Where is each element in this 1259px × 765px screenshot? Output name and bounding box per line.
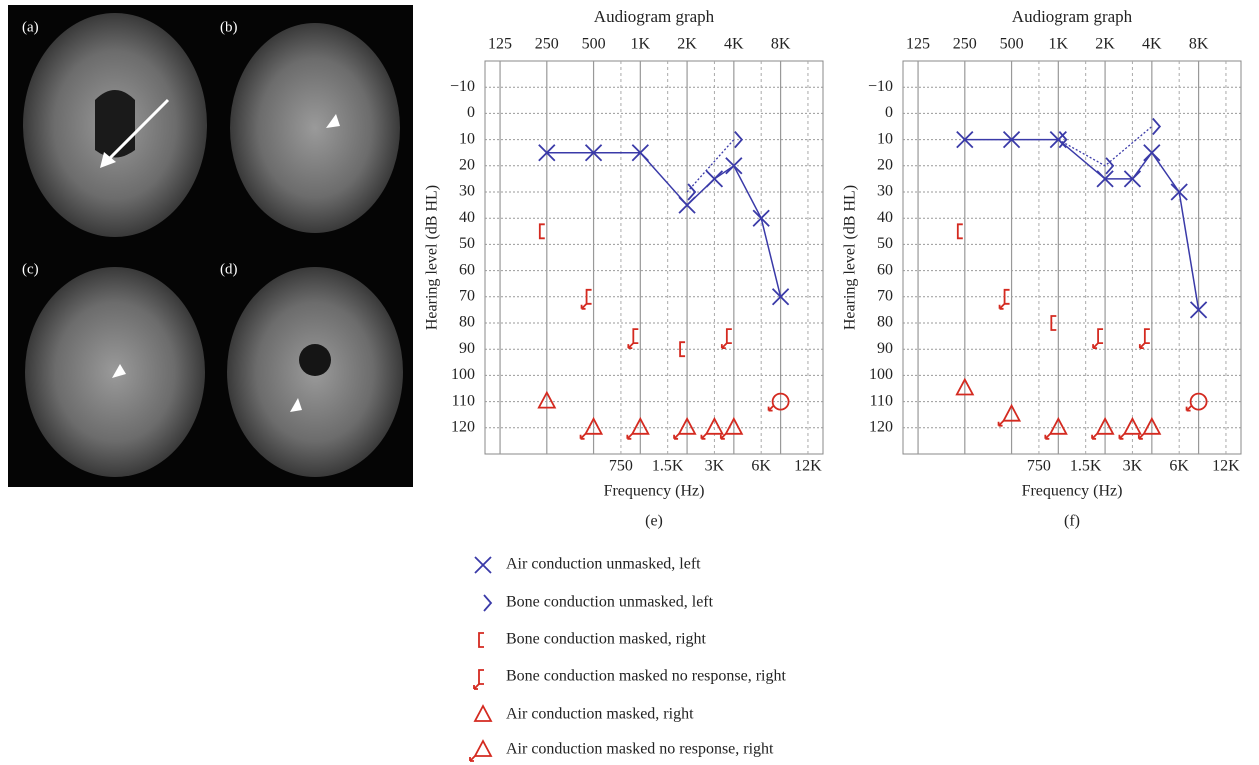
- x-minor-tick-label: 1.5K: [1070, 458, 1102, 475]
- marker-bracket: [479, 633, 484, 647]
- legend-label: Air conduction unmasked, left: [506, 556, 701, 573]
- legend-entry: Bone conduction masked, right: [479, 631, 707, 648]
- x-tick-label: 500: [1000, 36, 1024, 53]
- legend-label: Bone conduction unmasked, left: [506, 594, 714, 611]
- y-tick-label: 50: [459, 235, 475, 252]
- marker-triangle: [475, 706, 491, 721]
- legend-entry: Air conduction masked, right: [475, 706, 694, 723]
- y-tick-label: 90: [459, 340, 475, 357]
- panel-label: (d): [220, 261, 238, 277]
- y-tick-label: 20: [877, 156, 893, 173]
- y-tick-label: 10: [459, 130, 475, 147]
- legend-entry: Air conduction unmasked, left: [475, 556, 701, 573]
- x-tick-label: 2K: [1095, 36, 1115, 53]
- y-tick-label: 70: [877, 287, 893, 304]
- legend-label: Air conduction masked no response, right: [506, 741, 774, 758]
- plot-area: [485, 61, 823, 454]
- audiogram: Audiogram graph Frequency (Hz) (e) Hearing …: [424, 7, 823, 530]
- x-minor-tick-label: 3K: [705, 458, 725, 475]
- no-response-arrow: [470, 756, 475, 761]
- y-tick-label: 110: [870, 392, 893, 409]
- caption: (f): [1064, 513, 1080, 530]
- y-tick-label: 100: [869, 366, 893, 383]
- x-tick-label: 125: [906, 36, 930, 53]
- x-tick-label: 4K: [1142, 36, 1162, 53]
- y-tick-label: 60: [459, 261, 475, 278]
- x-minor-tick-label: 12K: [794, 458, 822, 475]
- panel-label: (a): [22, 19, 39, 35]
- x-minor-tick-label: 6K: [751, 458, 771, 475]
- y-tick-label: 50: [877, 235, 893, 252]
- y-axis-label: Hearing level (dB HL): [842, 185, 859, 330]
- x-tick-label: 2K: [677, 36, 697, 53]
- x-tick-label: 125: [488, 36, 512, 53]
- x-tick-label: 500: [582, 36, 606, 53]
- x-tick-label: 4K: [724, 36, 744, 53]
- y-tick-label: 0: [467, 104, 475, 121]
- y-tick-label: 60: [877, 261, 893, 278]
- x-tick-label: 250: [953, 36, 977, 53]
- chart-title: Audiogram graph: [1012, 7, 1133, 26]
- y-axis-label: Hearing level (dB HL): [424, 185, 441, 330]
- no-response-arrow: [474, 684, 479, 689]
- x-tick-label: 1K: [631, 36, 651, 53]
- y-tick-label: 80: [877, 314, 893, 331]
- y-tick-label: 120: [451, 418, 475, 435]
- y-tick-label: 80: [459, 314, 475, 331]
- y-tick-label: 40: [877, 209, 893, 226]
- audiogram: Audiogram graph Frequency (Hz) (f) Hearing …: [842, 7, 1241, 530]
- caption: (e): [645, 513, 663, 530]
- legend-entry: Bone conduction unmasked, left: [484, 594, 714, 611]
- y-tick-label: −10: [868, 78, 893, 95]
- x-minor-tick-label: 6K: [1169, 458, 1189, 475]
- chart-title: Audiogram graph: [594, 7, 715, 26]
- y-tick-label: 40: [459, 209, 475, 226]
- y-tick-label: 110: [452, 392, 475, 409]
- x-tick-label: 250: [535, 36, 559, 53]
- legend-label: Air conduction masked, right: [506, 706, 694, 723]
- marker-triangle: [475, 741, 491, 756]
- legend-label: Bone conduction masked, right: [506, 631, 707, 648]
- x-tick-label: 1K: [1049, 36, 1069, 53]
- y-tick-label: 0: [885, 104, 893, 121]
- y-tick-label: 30: [459, 183, 475, 200]
- mri-panel: [8, 5, 413, 487]
- y-tick-label: 20: [459, 156, 475, 173]
- y-tick-label: 30: [877, 183, 893, 200]
- y-tick-label: −10: [450, 78, 475, 95]
- marker-bracket: [479, 670, 484, 684]
- x-minor-tick-label: 1.5K: [652, 458, 684, 475]
- x-minor-tick-label: 750: [609, 458, 633, 475]
- x-tick-label: 8K: [1189, 36, 1209, 53]
- x-axis-label: Frequency (Hz): [1022, 483, 1123, 500]
- x-tick-label: 8K: [771, 36, 791, 53]
- legend-entry: Bone conduction masked no response, righ…: [474, 668, 787, 689]
- figure: (a) (b) (c) (d) Audiogram graph Frequency (Hz…: [0, 0, 1259, 765]
- marker-x: [475, 557, 491, 573]
- marker-gt: [484, 595, 491, 611]
- legend-entry: Air conduction masked no response, right: [470, 741, 774, 761]
- x-axis-label: Frequency (Hz): [604, 483, 705, 500]
- x-minor-tick-label: 750: [1027, 458, 1051, 475]
- y-tick-label: 10: [877, 130, 893, 147]
- x-minor-tick-label: 3K: [1123, 458, 1143, 475]
- x-minor-tick-label: 12K: [1212, 458, 1240, 475]
- y-tick-label: 90: [877, 340, 893, 357]
- legend-label: Bone conduction masked no response, righ…: [506, 668, 787, 685]
- y-tick-label: 100: [451, 366, 475, 383]
- panel-label: (c): [22, 261, 39, 277]
- panel-label: (b): [220, 19, 238, 35]
- y-tick-label: 70: [459, 287, 475, 304]
- y-tick-label: 120: [869, 418, 893, 435]
